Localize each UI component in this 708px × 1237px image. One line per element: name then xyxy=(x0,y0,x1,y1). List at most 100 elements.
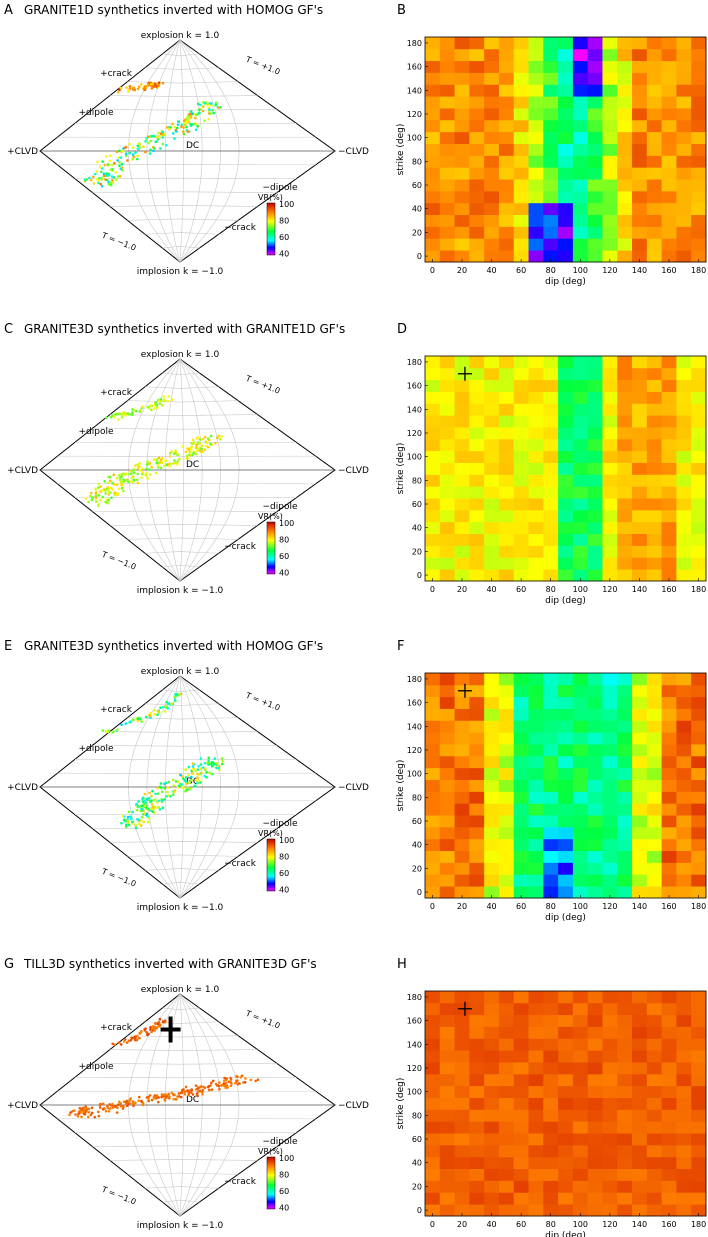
lune-point xyxy=(145,1031,148,1034)
lune-point xyxy=(210,1088,214,1091)
lune-point xyxy=(98,165,102,169)
heatmap-cell xyxy=(587,367,603,381)
heatmap-cell xyxy=(425,474,441,487)
heatmap-cell xyxy=(691,1133,707,1146)
heatmap-cell xyxy=(646,167,663,180)
heatmap-cell xyxy=(676,498,692,511)
lune-point xyxy=(109,183,113,187)
heatmap-cell xyxy=(632,684,648,698)
lune-point xyxy=(176,463,179,466)
heatmap-cell xyxy=(439,238,455,251)
heatmap-cell xyxy=(425,545,441,558)
heatmap-cell xyxy=(439,214,455,227)
lune-point xyxy=(97,493,101,497)
heatmap-cell xyxy=(617,1180,633,1193)
heatmap-cell xyxy=(484,415,500,428)
lune-point xyxy=(151,805,155,808)
lune-point xyxy=(201,109,205,113)
heatmap-cell xyxy=(498,131,515,144)
lune-point xyxy=(129,469,133,473)
lune-point xyxy=(167,1092,170,1096)
lune-point xyxy=(196,772,199,776)
heatmap-cell xyxy=(661,108,677,121)
heatmap-cell xyxy=(661,720,677,733)
heatmap-cell xyxy=(425,1133,441,1146)
lune-point xyxy=(205,440,208,444)
lune-point xyxy=(166,702,170,706)
heatmap-cell xyxy=(632,1062,648,1075)
heatmap-cell xyxy=(602,226,618,239)
lune-point xyxy=(179,773,182,777)
lune-point xyxy=(117,1041,121,1044)
heatmap-cell xyxy=(587,874,603,887)
heatmap-cell xyxy=(691,238,707,251)
heatmap-cell xyxy=(661,462,677,475)
heatmap-cell xyxy=(676,708,692,721)
heatmap-cell xyxy=(484,767,500,780)
heatmap-cell xyxy=(513,238,529,251)
explosion-label: explosion k = 1.0 xyxy=(141,31,220,41)
lune-gridline xyxy=(74,441,297,444)
heatmap-cell xyxy=(469,72,485,85)
heatmap-cell xyxy=(528,791,544,804)
lune-point xyxy=(101,729,105,732)
heatmap-cell xyxy=(602,60,618,73)
lune-point xyxy=(205,775,208,779)
lune-point xyxy=(154,401,158,404)
heatmap-cell xyxy=(676,533,692,546)
heatmap-cell xyxy=(439,696,455,709)
heatmap-cell xyxy=(543,1097,559,1110)
heatmap-cell xyxy=(646,744,663,757)
heatmap-cell xyxy=(454,60,470,73)
heatmap-cell xyxy=(617,1109,633,1122)
heatmap-cell xyxy=(469,403,485,416)
lune-point xyxy=(186,457,189,460)
lune-gridline xyxy=(92,428,277,430)
heatmap-cell xyxy=(513,356,529,369)
x-tick-label: 60 xyxy=(516,1220,526,1229)
heatmap-cell xyxy=(513,1097,529,1110)
heatmap-cell xyxy=(513,1121,529,1134)
lune-point xyxy=(166,790,169,794)
colorbar-tick: 40 xyxy=(279,1204,289,1213)
heatmap-cell xyxy=(572,131,589,144)
lune-point xyxy=(125,1041,129,1044)
lune-point xyxy=(194,128,198,131)
heatmap-cell xyxy=(587,474,603,487)
heatmap-cell xyxy=(558,744,574,757)
heatmap-cell xyxy=(646,108,663,121)
heatmap-cell xyxy=(572,1192,589,1205)
heatmap-cell xyxy=(587,1002,603,1016)
lune-point xyxy=(101,1108,105,1111)
heatmap-cell xyxy=(484,37,500,50)
lune-point xyxy=(216,436,219,440)
heatmap-cell xyxy=(469,732,485,745)
heatmap-cell xyxy=(484,60,500,73)
heatmap-cell xyxy=(646,202,663,216)
heatmap-cell xyxy=(602,238,618,251)
heatmap-cell xyxy=(617,732,633,745)
lune-point xyxy=(106,481,110,485)
heatmap-cell xyxy=(572,755,589,769)
heatmap-cell xyxy=(513,533,529,546)
heatmap-cell xyxy=(528,450,544,463)
lune-point xyxy=(147,817,151,820)
lune-point xyxy=(120,723,123,726)
heatmap-cell xyxy=(513,1026,529,1039)
panel-letter: B xyxy=(397,3,406,18)
heatmap-cell xyxy=(484,521,500,535)
lune-point xyxy=(157,81,161,85)
heatmap-cell xyxy=(632,1109,648,1122)
heatmap-cell xyxy=(691,1156,707,1170)
lune-point xyxy=(194,769,198,773)
heatmap-cell xyxy=(676,1014,692,1027)
heatmap-cell xyxy=(498,767,515,780)
heatmap-cell xyxy=(691,1204,707,1217)
lune-point xyxy=(112,473,116,477)
heatmap-cell xyxy=(632,214,648,227)
heatmap-cell xyxy=(425,143,441,156)
lune-point xyxy=(138,469,142,472)
heatmap-cell xyxy=(661,190,677,204)
heatmap-cell xyxy=(513,838,529,852)
lune-point xyxy=(243,1080,247,1084)
